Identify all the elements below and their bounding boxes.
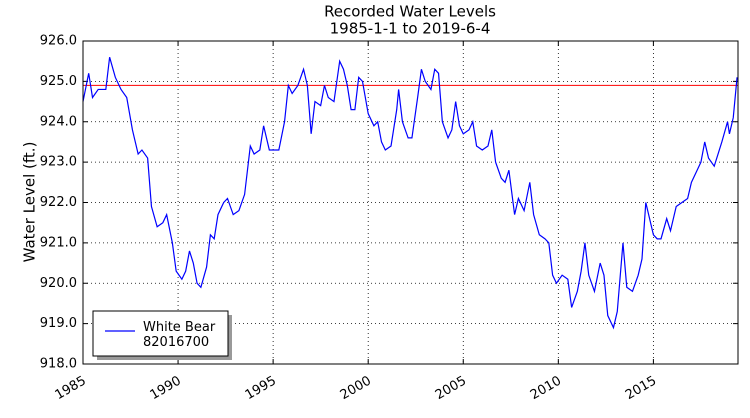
plot-area [83, 41, 738, 364]
y-tick-label: 923.0 [40, 155, 77, 170]
x-tick-label: 2000 [338, 374, 374, 404]
y-tick-label: 926.0 [40, 34, 77, 49]
y-tick-label: 925.0 [40, 74, 77, 89]
x-tick-label: 1985 [53, 374, 89, 404]
x-tick-label: 1990 [148, 374, 184, 404]
y-tick-label: 918.0 [40, 357, 77, 372]
y-axis-label: Water Level (ft.) [21, 142, 39, 263]
y-tick-label: 921.0 [40, 235, 77, 250]
y-tick-label: 924.0 [40, 114, 77, 129]
x-tick-label: 2010 [528, 374, 564, 404]
y-tick-label: 919.0 [40, 316, 77, 331]
legend-label: White Bear 82016700 [143, 320, 216, 350]
legend-box [92, 310, 229, 357]
legend-label-line: White Bear [143, 320, 216, 335]
y-tick-label: 920.0 [40, 276, 77, 291]
x-tick-label: 2005 [433, 374, 469, 404]
x-tick-label: 1995 [243, 374, 279, 404]
chart-subtitle: 1985-1-1 to 2019-6-4 [330, 20, 491, 38]
legend-label-line: 82016700 [143, 335, 209, 350]
y-tick-label: 922.0 [40, 195, 77, 210]
chart-title: Recorded Water Levels [324, 3, 496, 21]
data-line [82, 56, 738, 330]
plot-frame [82, 40, 739, 365]
x-tick-label: 2015 [623, 374, 659, 404]
